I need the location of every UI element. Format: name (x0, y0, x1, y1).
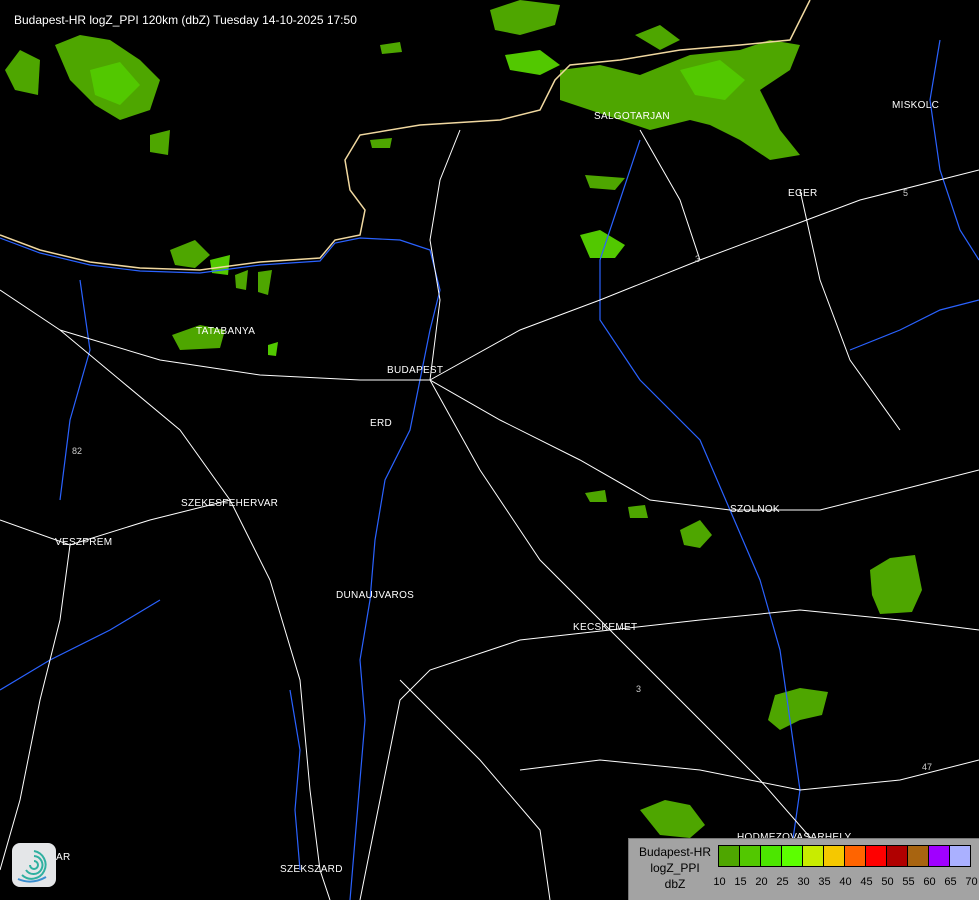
legend-swatch (719, 846, 740, 866)
legend-swatch (866, 846, 887, 866)
city-label: AR (56, 852, 71, 863)
city-label: HODMEZOVASARHELY (737, 832, 851, 843)
legend-tick-label: 30 (797, 876, 810, 888)
legend-swatch (845, 846, 866, 866)
road-number: 3 (695, 254, 701, 264)
legend-ticks: 10 15 20 25 30 35 40 45 50 55 60 65 70 (709, 876, 979, 888)
legend-swatch (803, 846, 824, 866)
legend-tick-label: 55 (902, 876, 915, 888)
city-label: VESZPREM (55, 537, 113, 548)
city-label: SZEKSZARD (280, 864, 343, 875)
city-label: ERD (370, 418, 393, 429)
legend-tick-label: 25 (776, 876, 789, 888)
legend-tick-label: 10 (713, 876, 726, 888)
city-label: MISKOLC (892, 100, 940, 111)
color-legend: Budapest-HR logZ_PPI dbZ 10 15 20 25 30 35 40 4… (628, 838, 979, 900)
radar-title: Budapest-HR logZ_PPI 120km (dbZ) Tuesday… (14, 13, 357, 27)
legend-tick-label: 60 (923, 876, 936, 888)
legend-tick-label: 65 (944, 876, 957, 888)
road-number: 47 (922, 762, 933, 772)
country-border (0, 0, 811, 271)
city-label: KECSKEMET (573, 622, 638, 633)
legend-swatch (761, 846, 782, 866)
city-label: SZEKESFEHERVAR (181, 498, 279, 509)
legend-swatch (740, 846, 761, 866)
roads (0, 129, 979, 900)
legend-tick-label: 40 (839, 876, 852, 888)
road-number: 3 (636, 684, 642, 694)
legend-swatch (950, 846, 970, 866)
legend-title: Budapest-HR logZ_PPI dbZ (631, 844, 719, 892)
legend-tick-label: 20 (755, 876, 768, 888)
road-number: 5 (903, 188, 909, 198)
city-label: DUNAUJVAROS (336, 590, 415, 601)
legend-product: logZ_PPI (650, 861, 700, 875)
legend-tick-label: 35 (818, 876, 831, 888)
legend-tick-label: 15 (734, 876, 747, 888)
legend-swatch (782, 846, 803, 866)
legend-unit: dbZ (664, 877, 686, 891)
legend-swatch (887, 846, 908, 866)
legend-tick-label: 50 (881, 876, 894, 888)
legend-swatch (929, 846, 950, 866)
city-label: SZOLNOK (730, 504, 780, 515)
legend-swatch (824, 846, 845, 866)
legend-color-bar (718, 845, 971, 867)
legend-swatch (908, 846, 929, 866)
radar-echoes (5, 0, 922, 838)
legend-tick-label: 45 (860, 876, 873, 888)
swirl-logo-icon (12, 843, 56, 887)
city-label: EGER (788, 188, 818, 199)
road-number: 82 (72, 446, 83, 456)
city-label: SALGOTARJAN (594, 111, 670, 122)
legend-tick-label: 70 (965, 876, 978, 888)
legend-source: Budapest-HR (638, 845, 712, 859)
city-label: BUDAPEST (387, 365, 444, 376)
city-label: TATABANYA (196, 326, 256, 337)
